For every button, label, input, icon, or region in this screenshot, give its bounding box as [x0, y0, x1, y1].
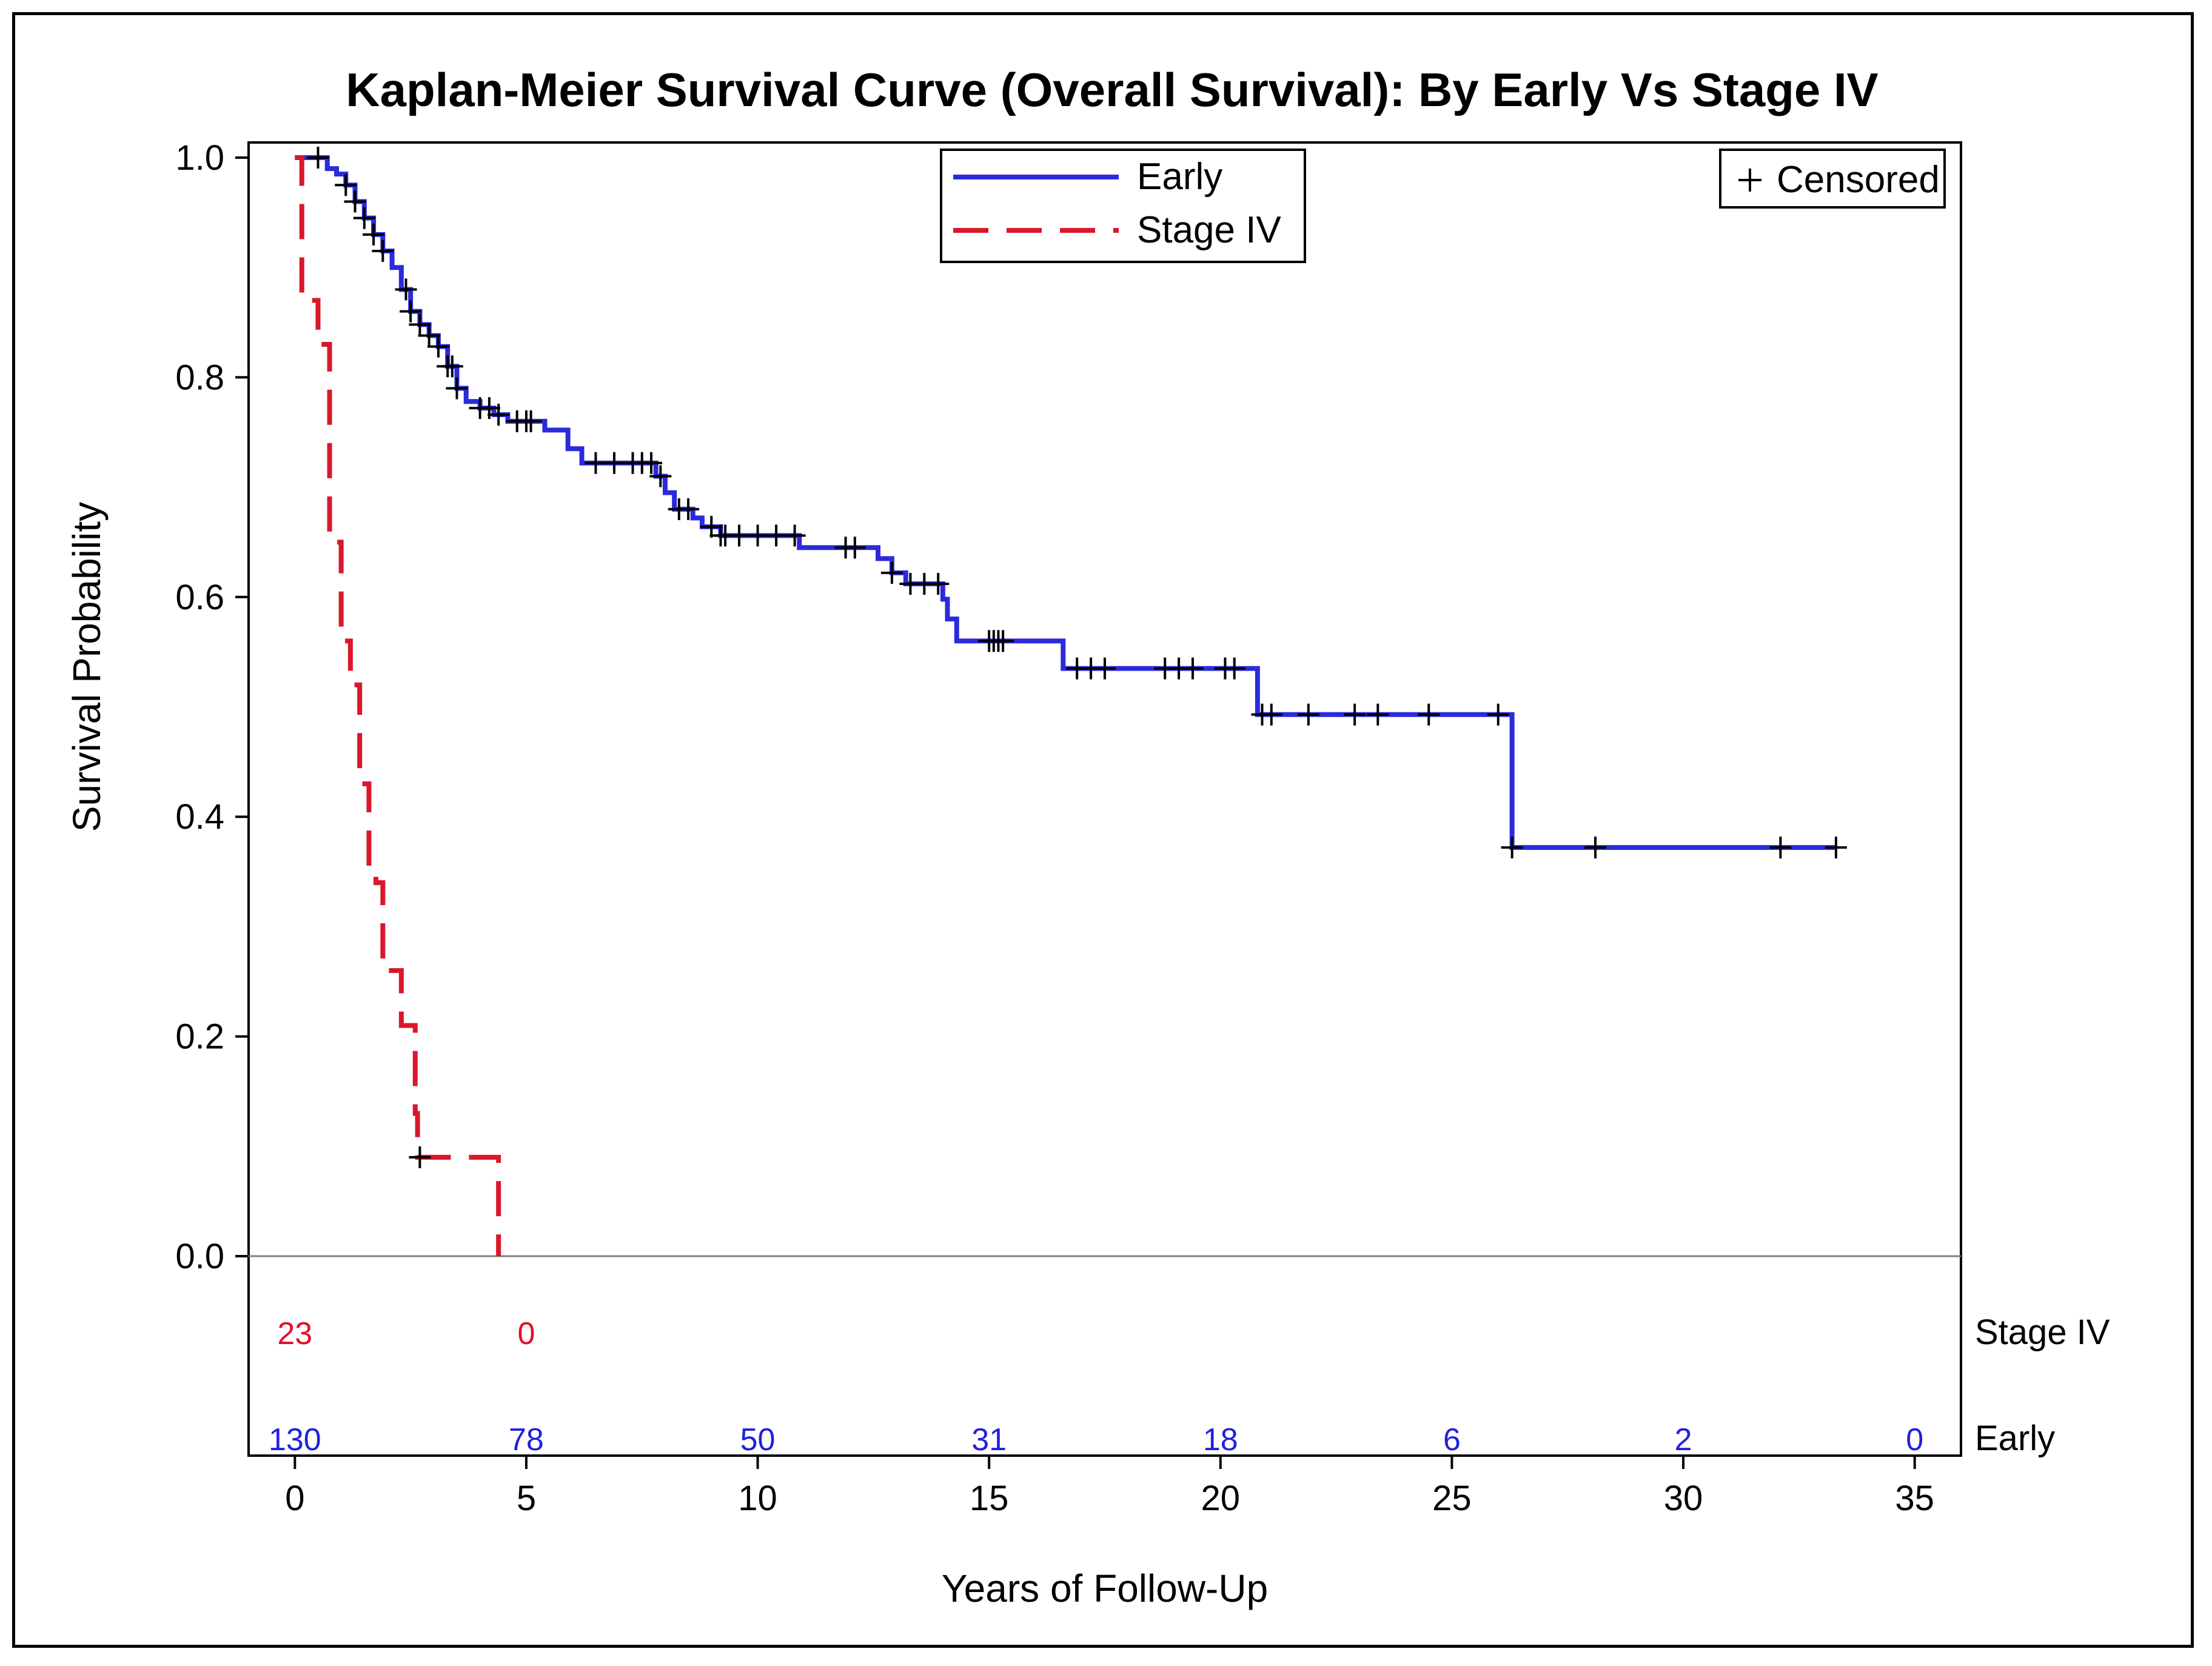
censored-legend-box — [1719, 149, 1946, 209]
x-tick-label: 15 — [970, 1479, 1009, 1518]
censor-mark — [728, 524, 751, 547]
censored-legend-label: Censored — [1777, 159, 1940, 201]
x-axis-title: Years of Follow-Up — [942, 1567, 1268, 1610]
y-tick-label: 0.0 — [175, 1237, 224, 1276]
censor-mark — [1825, 836, 1847, 858]
censor-marks — [307, 147, 1847, 1168]
censor-mark — [335, 174, 357, 196]
censor-mark — [927, 573, 950, 595]
plot-area-border — [247, 141, 1962, 1457]
x-tick-label: 0 — [285, 1479, 304, 1518]
risk-count-early: 0 — [1906, 1422, 1923, 1457]
censor-mark — [488, 404, 510, 426]
censor-mark — [1487, 703, 1509, 726]
censor-mark — [418, 324, 440, 347]
censor-mark — [353, 207, 375, 229]
risk-count-stage-iv: 23 — [277, 1316, 312, 1351]
x-tick-label: 30 — [1664, 1479, 1703, 1518]
censor-mark — [640, 452, 663, 474]
risk-count-early: 2 — [1675, 1422, 1692, 1457]
censor-mark — [409, 1146, 431, 1168]
risk-count-early: 78 — [509, 1422, 544, 1457]
censor-mark — [1297, 703, 1319, 726]
censor-mark — [1260, 703, 1282, 726]
x-tick-label: 25 — [1432, 1479, 1472, 1518]
censor-mark — [992, 630, 1014, 652]
y-tick-label: 0.4 — [175, 797, 224, 837]
censor-mark — [843, 537, 866, 559]
chart-title: Kaplan-Meier Survival Curve (Overall Sur… — [346, 63, 1878, 116]
number-at-risk-table: 23 0 Stage IV 130 78 50 31 18 6 2 0 Early — [269, 1313, 2110, 1458]
risk-count-early: 6 — [1443, 1422, 1461, 1457]
censor-mark — [1367, 703, 1389, 726]
censor-mark — [765, 524, 788, 547]
risk-count-early: 31 — [971, 1422, 1007, 1457]
censor-mark — [372, 240, 394, 263]
censor-mark — [1182, 657, 1204, 680]
y-axis: 0.0 0.2 0.4 0.6 0.8 1.0 — [175, 138, 249, 1276]
legend-label-early: Early — [1137, 156, 1222, 198]
y-tick-label: 0.8 — [175, 358, 224, 397]
censor-mark — [409, 313, 431, 336]
group-legend: Early Stage IV — [940, 149, 1306, 263]
censored-legend: Censored — [1719, 149, 1946, 209]
risk-count-early: 130 — [269, 1422, 321, 1457]
survival-curves — [295, 155, 1836, 1256]
censor-mark — [446, 377, 468, 400]
censor-mark — [1501, 836, 1523, 858]
y-tick-label: 0.6 — [175, 578, 224, 617]
censor-mark — [746, 524, 769, 547]
censored-legend-marker — [1738, 169, 1761, 192]
censor-mark — [1769, 836, 1792, 858]
censor-mark — [1584, 836, 1607, 858]
x-axis: 0 5 10 15 20 25 30 35 — [285, 1456, 1934, 1518]
risk-count-early: 18 — [1203, 1422, 1238, 1457]
x-tick-label: 20 — [1201, 1479, 1241, 1518]
stage-iv-survival-curve — [295, 155, 501, 1256]
censor-mark — [307, 147, 329, 169]
risk-count-stage-iv: 0 — [517, 1316, 535, 1351]
figure-frame: Kaplan-Meier Survival Curve (Overall Sur… — [12, 12, 2194, 1648]
x-tick-label: 5 — [517, 1479, 536, 1518]
censor-mark — [427, 335, 449, 358]
censor-mark — [344, 190, 366, 213]
censor-mark — [585, 452, 607, 474]
censor-mark — [783, 524, 806, 547]
censor-mark — [363, 223, 385, 246]
legend-label-stage-iv: Stage IV — [1137, 209, 1281, 251]
censor-mark — [1094, 657, 1116, 680]
y-tick-label: 0.2 — [175, 1017, 224, 1057]
x-tick-label: 10 — [738, 1479, 777, 1518]
km-chart: Kaplan-Meier Survival Curve (Overall Sur… — [65, 63, 2110, 1610]
risk-count-early: 50 — [740, 1422, 776, 1457]
y-tick-label: 1.0 — [175, 138, 224, 178]
y-axis-title: Survival Probability — [65, 502, 109, 832]
censor-mark — [1344, 703, 1366, 726]
risk-row-label-early: Early — [1975, 1419, 2055, 1458]
censor-mark — [441, 355, 463, 378]
censor-mark — [677, 498, 700, 520]
censor-mark — [649, 465, 672, 487]
risk-row-label-stage-iv: Stage IV — [1975, 1313, 2110, 1352]
legend-box — [940, 149, 1306, 263]
censor-mark — [395, 278, 417, 301]
censor-mark — [1418, 703, 1440, 726]
censor-mark — [400, 300, 422, 323]
censor-mark — [880, 561, 903, 584]
x-tick-label: 35 — [1895, 1479, 1934, 1518]
censor-mark — [1223, 657, 1245, 680]
censor-mark — [603, 452, 625, 474]
censor-mark — [520, 410, 542, 432]
censor-mark — [700, 515, 723, 538]
